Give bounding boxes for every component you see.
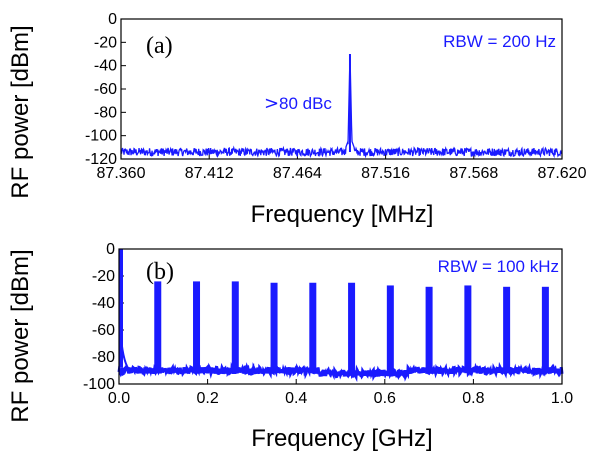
- panel-b-harmonic-peak: [386, 285, 394, 374]
- panel-b-chart: 0.0 0.2 0.4 0.6 0.8 1.00-20-40-60-80-100 (b) …: [83, 241, 573, 452]
- panel-a-x-tick-label: 87.516: [361, 165, 410, 182]
- panel-b-trace-group: [117, 249, 564, 383]
- panel-b-harmonic-peak: [154, 281, 162, 374]
- panel-a-x-tick-label: 87.464: [273, 165, 322, 182]
- panel-a-y-axis-title: RF power [dBm]: [7, 25, 34, 198]
- panel-b-y-tick-label: -60: [92, 322, 115, 339]
- panel-a-y-tick-label: -40: [94, 58, 117, 75]
- panel-a-trace-group: [120, 54, 563, 159]
- panel-a-label: (a): [146, 33, 173, 59]
- panel-b-y-tick-label: -20: [92, 268, 115, 285]
- panel-b-harmonic-peak: [348, 282, 356, 374]
- panel-a-y-tick-label: 0: [108, 11, 117, 28]
- panel-b-dc-peak: [119, 249, 123, 368]
- panel-b-harmonic-peak: [270, 282, 278, 374]
- panel-a-plot-frame: [120, 18, 563, 160]
- panel-a-x-tick-label: 87.412: [185, 165, 234, 182]
- panel-b-x-tick-label: 0.6: [374, 390, 396, 407]
- panel-a-x-tick-label: 87.360: [97, 165, 146, 182]
- panel-b-rbw-annotation: RBW = 100 kHz: [438, 257, 559, 276]
- panel-a-ticks: 87.360 87.412 87.464 87.516 87.568 87.620 0 -20…: [85, 11, 587, 182]
- panel-b-harmonic-peak: [503, 286, 511, 374]
- panel-b-y-tick-label: -100: [83, 376, 115, 393]
- panel-b-dc-skirt: [118, 323, 129, 369]
- panel-b-plot-frame: [118, 248, 563, 385]
- panel-b-x-tick-label: 0.0: [108, 390, 130, 407]
- panel-b-harmonic-peak: [231, 281, 239, 374]
- panel-b-y-tick-label: -80: [92, 349, 115, 366]
- panel-b-y-tick-label: -40: [92, 295, 115, 312]
- panel-a-rbw-annotation: RBW = 200 Hz: [443, 32, 556, 51]
- panel-a-y-tick-label: -120: [85, 151, 117, 168]
- panel-b-y-tick-label: 0: [106, 241, 115, 258]
- panel-b-harmonic-peak: [309, 282, 317, 374]
- panel-a-snr-symbol: >: [264, 93, 279, 114]
- panel-a-chart: 87.360 87.412 87.464 87.516 87.568 87.620 0 -20…: [85, 11, 587, 228]
- panel-b-ticks: 0.0 0.2 0.4 0.6 0.8 1.0 0 -20 -40 -60 -80 -100: [83, 241, 573, 407]
- panel-b-x-tick-label: 0.4: [285, 390, 307, 407]
- panel-b-x-tick-label: 1.0: [551, 390, 573, 407]
- panel-a-y-tick-label: -80: [94, 104, 117, 121]
- panel-a-x-tick-label: 87.620: [538, 165, 587, 182]
- panel-a-x-tick-label: 87.568: [449, 165, 498, 182]
- panel-a-y-tick-label: -100: [85, 128, 117, 145]
- panel-b-harmonic-peak: [464, 285, 472, 374]
- panel-b-harmonic-peak: [425, 286, 433, 374]
- panel-b-x-tick-label: 0.8: [462, 390, 484, 407]
- panel-a-snr-annotation: 80 dBc: [279, 94, 332, 113]
- panel-a-y-tick-label: -20: [94, 34, 117, 51]
- panel-a-x-axis-title: Frequency [MHz]: [251, 201, 434, 228]
- panel-b-harmonic-peak: [193, 281, 201, 374]
- panel-b-x-tick-label: 0.2: [196, 390, 218, 407]
- panel-b-y-axis-title: RF power [dBm]: [7, 249, 34, 422]
- panel-b-noise-floor: [117, 361, 564, 383]
- panel-a-y-tick-label: -60: [94, 81, 117, 98]
- panel-a-spectrum-trace: [120, 55, 563, 159]
- panel-b-x-axis-title: Frequency [GHz]: [251, 425, 432, 452]
- panel-b-label: (b): [146, 259, 174, 285]
- panel-b-harmonic-peak: [541, 286, 549, 374]
